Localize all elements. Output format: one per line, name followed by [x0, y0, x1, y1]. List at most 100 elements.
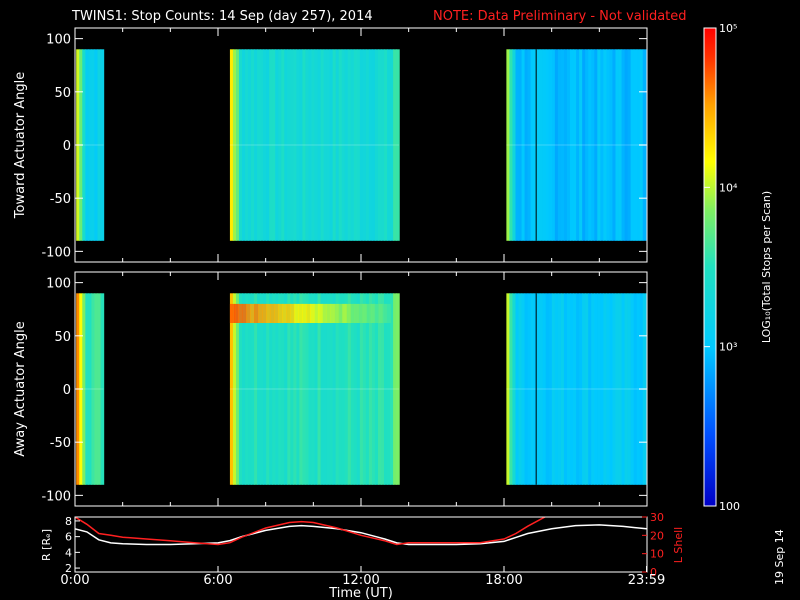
enhanced-flux-band: [298, 303, 303, 323]
heatmap-column: [387, 293, 391, 485]
heatmap-column: [320, 49, 325, 241]
heatmap-column: [368, 49, 373, 241]
heatmap-column: [275, 293, 279, 485]
heatmap-column: [94, 293, 99, 485]
heatmap-column: [554, 49, 559, 241]
radius-tick-label: 6: [65, 531, 72, 544]
heatmap-column: [384, 49, 388, 241]
heatmap-column: [365, 49, 370, 241]
enhanced-flux-band: [302, 303, 307, 323]
time-tick-label: 6:00: [203, 573, 232, 588]
heatmap-column: [317, 293, 322, 485]
heatmap-column: [573, 293, 577, 485]
heatmap-column: [97, 293, 102, 485]
heatmap-column: [579, 293, 583, 485]
heatmap-column: [396, 49, 400, 241]
date-stamp: 19 Sep 14: [773, 529, 786, 585]
heatmap-column: [521, 293, 526, 485]
heatmap-column: [245, 293, 249, 485]
heatmap-column: [576, 293, 580, 485]
heatmap-column: [567, 293, 571, 485]
heatmap-column: [260, 49, 264, 241]
heatmap-column: [100, 293, 105, 485]
zero-angle-band: [76, 144, 104, 146]
radius-tick-label: 8: [65, 515, 72, 528]
heatmap-column: [287, 293, 291, 485]
enhanced-flux-band: [229, 303, 235, 323]
enhanced-flux-band: [294, 303, 299, 323]
heatmap-column: [570, 293, 574, 485]
preliminary-note: NOTE: Data Preliminary - Not validated: [433, 9, 687, 24]
time-tick-label: 12:00: [342, 573, 379, 588]
heatmap-column: [299, 293, 304, 485]
heatmap-column: [260, 293, 264, 485]
heatmap-column: [597, 293, 601, 485]
heatmap-column: [305, 293, 310, 485]
heatmap-column: [323, 293, 328, 485]
heatmap-column: [603, 293, 607, 485]
heatmap-column: [509, 49, 514, 241]
enhanced-flux-band: [237, 303, 243, 323]
enhanced-flux-band: [278, 303, 283, 323]
heatmap-column: [311, 293, 316, 485]
heatmap-column: [329, 49, 334, 241]
heatmap-column: [636, 293, 641, 485]
heatmap-column: [269, 293, 273, 485]
y-tick-label: 100: [46, 33, 71, 48]
heatmap-column: [305, 49, 310, 241]
heatmap-column: [624, 49, 629, 241]
heatmap-column: [618, 293, 623, 485]
heatmap-column: [621, 49, 626, 241]
colorbar-tick-label: 10⁵: [719, 22, 737, 35]
heatmap-column: [588, 293, 592, 485]
heatmap-column: [235, 293, 240, 485]
heatmap-column: [560, 49, 565, 241]
enhanced-flux-band: [382, 303, 388, 323]
heatmap-column: [350, 293, 355, 485]
heatmap-column: [548, 49, 553, 241]
heatmap-segment: [506, 49, 647, 241]
heatmap-column: [377, 293, 382, 485]
heatmap-column: [527, 49, 532, 241]
heatmap-column: [362, 293, 367, 485]
heatmap-column: [567, 49, 571, 241]
heatmap-column: [266, 293, 270, 485]
heatmap-column: [302, 49, 307, 241]
heatmap-column: [359, 293, 364, 485]
heatmap-column: [539, 293, 544, 485]
heatmap-column: [371, 49, 376, 241]
heatmap-column: [326, 49, 331, 241]
heatmap-column: [597, 49, 601, 241]
heatmap-column: [100, 49, 105, 241]
enhanced-flux-band: [330, 303, 335, 323]
zero-angle-band: [76, 388, 104, 390]
heatmap-column: [551, 293, 556, 485]
enhanced-flux-band: [346, 303, 351, 323]
heatmap-column: [272, 293, 276, 485]
enhanced-flux-band: [270, 303, 275, 323]
heatmap-column: [530, 49, 535, 241]
heatmap-column: [314, 49, 319, 241]
heatmap-column: [299, 49, 304, 241]
heatmap-column: [365, 293, 370, 485]
heatmap-column: [308, 293, 313, 485]
zero-angle-band: [229, 144, 400, 146]
zero-angle-band: [506, 144, 646, 146]
heatmap-column: [506, 49, 511, 241]
heatmap-column: [323, 49, 328, 241]
colorbar-tick-label: 100: [719, 500, 740, 513]
heatmap-column: [515, 49, 520, 241]
enhanced-flux-band: [322, 303, 327, 323]
heatmap-column: [563, 49, 568, 241]
toward-angle-axis-label: Toward Actuator Angle: [13, 72, 28, 219]
heatmap-column: [344, 49, 349, 241]
heatmap-column: [254, 293, 258, 485]
heatmap-column: [621, 293, 626, 485]
heatmap-column: [245, 49, 249, 241]
heatmap-column: [630, 49, 635, 241]
colorbar: 100 10³ 10⁴ 10⁵ LOG₁₀(Total Stops per Scan): [703, 22, 773, 513]
time-tick-label: 0:00: [60, 573, 89, 588]
heatmap-column: [278, 49, 282, 241]
heatmap-column: [242, 49, 246, 241]
